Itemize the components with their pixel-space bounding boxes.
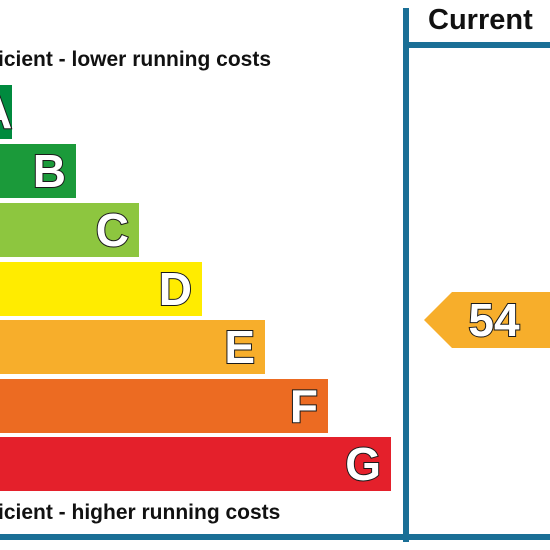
rating-band-f: F [0,379,328,433]
current-rating-value: 54 [467,293,520,347]
current-rating-arrow-shape [424,292,550,348]
band-letter-e: E [223,320,256,374]
band-letter-g: G [344,437,382,491]
current-column-header-rule [403,42,550,48]
graph-bottom-rule [0,534,550,540]
rating-band-a: A [0,85,13,139]
rating-band-c: C [0,203,139,257]
band-letter-f: F [289,379,319,433]
band-letter-c: C [95,203,130,257]
rating-band-g: G [0,437,391,491]
current-rating-arrow [424,292,550,348]
rating-band-b: B [0,144,76,198]
inefficient-caption: icient - higher running costs [0,501,281,524]
rating-band-d: D [0,262,202,316]
efficient-caption: icient - lower running costs [0,48,272,71]
band-letter-b: B [32,144,67,198]
current-column-header: Current [428,4,533,36]
band-letter-d: D [158,262,193,316]
rating-band-e: E [0,320,265,374]
band-letter-a: A [0,85,13,139]
current-column-left-rule [403,8,409,542]
